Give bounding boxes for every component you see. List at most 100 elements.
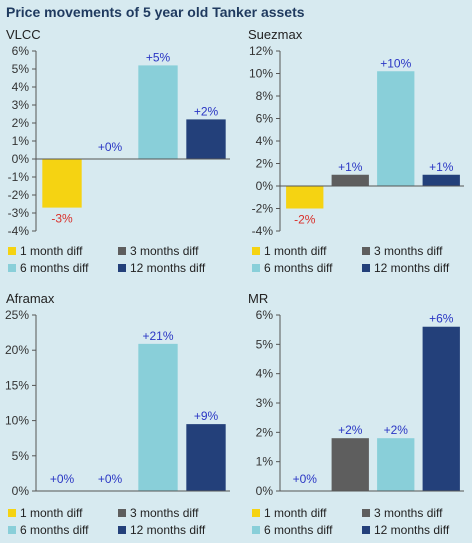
data-label-3-months: +0% [98,472,123,486]
data-label-12-months: +2% [194,104,219,118]
legend-item-6-months: 6 months diff [8,261,88,275]
legend-swatch [252,509,260,517]
legend-item-12-months: 12 months diff [362,523,449,537]
y-tick-label: 3% [256,396,274,410]
y-tick-label: -2% [8,188,30,202]
legend-swatch [118,509,126,517]
data-label-3-months: +0% [98,140,123,154]
legend-swatch [118,526,126,534]
data-label-6-months: +10% [380,56,411,70]
y-tick-label: 8% [256,89,274,103]
bar-6-months [138,65,178,159]
chart-title-vlcc: VLCC [6,27,41,42]
y-tick-label: 2% [12,116,30,130]
bar-3-months [331,174,369,186]
bar-3-months [331,438,369,491]
chart-title-suezmax: Suezmax [248,27,303,42]
y-tick-label: 0% [256,484,274,498]
chart-title-aframax: Aframax [6,291,55,306]
y-tick-label: -4% [252,224,274,238]
legend-swatch [252,247,260,255]
legend-item-1-month: 1 month diff [8,506,82,520]
y-tick-label: 20% [5,343,29,357]
bar-6-months [377,438,415,491]
legend-item-1-month: 1 month diff [8,244,82,258]
y-tick-label: 15% [5,378,29,392]
data-label-6-months: +2% [384,423,409,437]
data-label-1-month: +0% [293,472,318,486]
y-tick-label: 5% [256,337,274,351]
legend-swatch [362,264,370,272]
legend-item-3-months: 3 months diff [118,244,198,258]
chart-title-mr: MR [248,291,269,306]
page-title: Price movements of 5 year old Tanker ass… [6,4,305,20]
data-label-6-months: +5% [146,50,171,64]
legend-item-1-month: 1 month diff [252,244,326,258]
legend-item-1-month: 1 month diff [252,506,326,520]
y-tick-label: 10% [249,67,273,81]
y-tick-label: 0% [12,152,30,166]
data-label-1-month: -2% [294,213,316,227]
data-label-6-months: +21% [142,329,173,343]
legend-swatch [252,264,260,272]
y-tick-label: 4% [12,80,30,94]
y-tick-label: 1% [12,134,30,148]
legend-swatch [8,247,16,255]
legend-swatch [8,264,16,272]
y-tick-label: 3% [12,98,30,112]
bar-6-months [138,343,178,491]
data-label-3-months: +1% [338,160,363,174]
bar-6-months [377,71,415,186]
legend-swatch [362,247,370,255]
y-tick-label: 1% [256,455,274,469]
legend-item-12-months: 12 months diff [118,523,205,537]
y-tick-label: 12% [249,44,273,58]
y-tick-label: 2% [256,157,274,171]
legend-swatch [8,509,16,517]
y-tick-label: 6% [256,308,274,322]
y-tick-label: 0% [256,179,274,193]
data-label-12-months: +9% [194,409,219,423]
legend-item-3-months: 3 months diff [362,244,442,258]
legend-swatch [8,526,16,534]
y-tick-label: -3% [8,206,30,220]
bar-12-months [186,424,226,491]
legend-item-6-months: 6 months diff [252,261,332,275]
legend-swatch [118,264,126,272]
y-tick-label: 4% [256,367,274,381]
data-label-12-months: +6% [429,312,454,326]
legend-item-6-months: 6 months diff [8,523,88,537]
y-tick-label: 2% [256,425,274,439]
y-tick-label: -2% [252,202,274,216]
y-tick-label: 10% [5,414,29,428]
data-label-1-month: +0% [50,472,75,486]
legend-swatch [118,247,126,255]
y-tick-label: 6% [256,112,274,126]
data-label-12-months: +1% [429,160,454,174]
data-label-1-month: -3% [51,212,73,226]
legend-item-12-months: 12 months diff [118,261,205,275]
bar-12-months [186,119,226,159]
y-tick-label: 6% [12,44,30,58]
data-label-3-months: +2% [338,423,363,437]
bar-12-months [422,174,460,186]
y-tick-label: 4% [256,134,274,148]
legend-item-3-months: 3 months diff [362,506,442,520]
y-tick-label: 0% [12,484,30,498]
y-tick-label: 5% [12,449,30,463]
bar-12-months [422,326,460,491]
legend-swatch [362,509,370,517]
legend-swatch [252,526,260,534]
y-tick-label: 25% [5,308,29,322]
y-tick-label: 5% [12,62,30,76]
legend-item-12-months: 12 months diff [362,261,449,275]
bar-1-month [286,186,324,209]
y-tick-label: -1% [8,170,30,184]
legend-item-6-months: 6 months diff [252,523,332,537]
legend-item-3-months: 3 months diff [118,506,198,520]
legend-swatch [362,526,370,534]
